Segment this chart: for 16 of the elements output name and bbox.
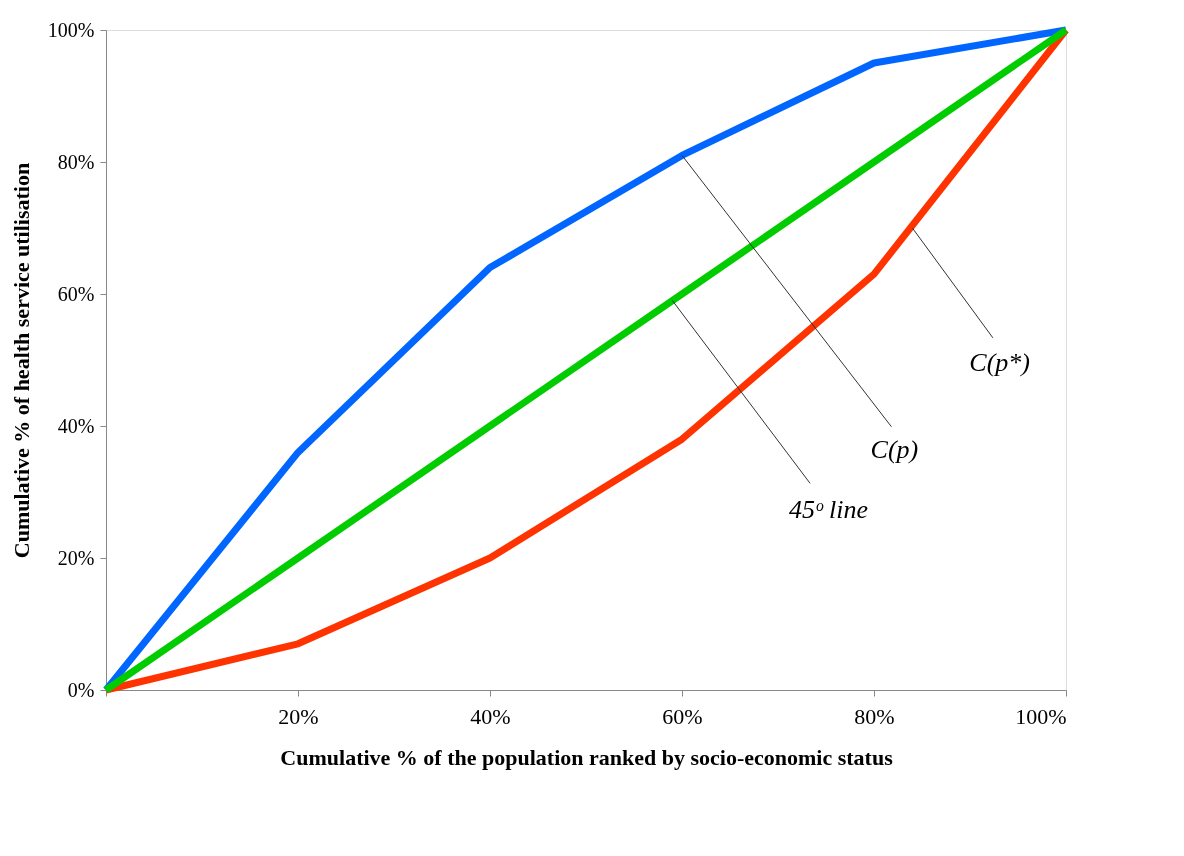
x-tick-label: 80% [854,703,895,729]
annotation: C(p) [870,434,919,464]
y-axis-title: Cumulative % of health service utilisation [8,162,34,559]
x-tick-label: 60% [662,703,703,729]
x-axis-title: Cumulative % of the population ranked by socio-economic status [280,744,894,770]
y-tick-label: 20% [57,546,95,569]
x-tick-label: 40% [470,703,511,729]
x-tick-label: 100% [1015,703,1067,729]
y-tick-label: 0% [67,678,95,701]
y-tick-label: 100% [47,18,95,41]
y-tick-label: 60% [57,282,95,305]
x-tick-label: 20% [278,703,319,729]
annotation: 45ᵒ line [789,495,868,525]
y-tick-label: 80% [57,150,95,173]
y-tick-label: 40% [57,414,95,437]
annotation: C(p*) [969,347,1031,377]
